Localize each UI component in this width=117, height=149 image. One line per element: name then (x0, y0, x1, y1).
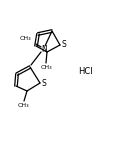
Text: S: S (61, 40, 66, 49)
Text: CH₃: CH₃ (19, 36, 31, 41)
Text: HCl: HCl (78, 66, 93, 76)
Text: S: S (41, 79, 46, 87)
Text: CH₃: CH₃ (40, 65, 52, 70)
Text: N: N (41, 45, 47, 53)
Text: CH₃: CH₃ (17, 103, 29, 108)
